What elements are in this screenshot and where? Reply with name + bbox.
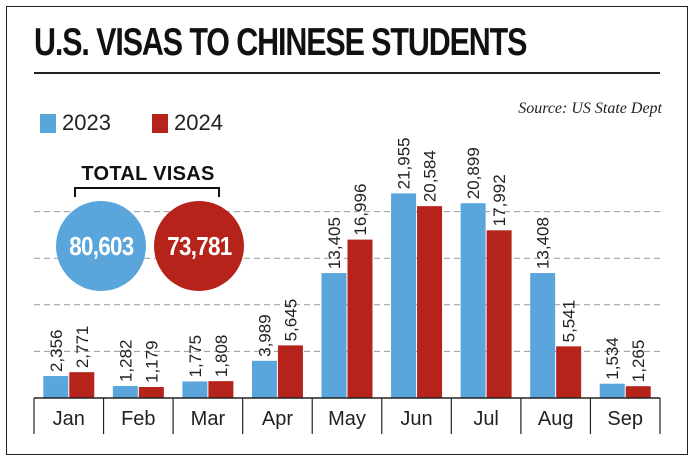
data-label-2024-jun: 20,584 <box>421 150 440 202</box>
total-circle-2023: 80,603 <box>56 201 146 291</box>
bar-2023-aug <box>530 273 556 398</box>
data-label-2024-mar: 1,808 <box>212 335 231 378</box>
data-label-2024-jan: 2,771 <box>73 326 92 369</box>
total-value-2024: 73,781 <box>166 230 232 261</box>
data-label-2023-apr: 3,989 <box>255 314 274 357</box>
legend-item-2024: 2024 <box>152 110 223 136</box>
legend-label-2023: 2023 <box>62 110 111 135</box>
legend-label-2024: 2024 <box>174 110 223 135</box>
tick-label-jan: Jan <box>53 408 85 430</box>
bar-2023-may <box>321 273 347 398</box>
bar-2024-aug <box>556 346 582 398</box>
bar-2024-may <box>347 239 373 398</box>
data-label-2023-jan: 2,356 <box>47 329 66 372</box>
tick-label-apr: Apr <box>262 408 293 430</box>
bar-2023-feb <box>112 386 138 398</box>
title-divider <box>34 72 660 74</box>
tick-label-sep: Sep <box>607 408 643 430</box>
tick-label-may: May <box>328 408 366 430</box>
data-label-2024-may: 16,996 <box>351 184 370 236</box>
total-visas-heading: TOTAL VISAS <box>81 163 215 185</box>
source-note: Source: US State Dept <box>518 100 662 117</box>
bar-2024-mar <box>208 381 234 398</box>
data-label-2023-feb: 1,282 <box>116 340 135 383</box>
legend-item-2023: 2023 <box>40 110 111 136</box>
tick-label-aug: Aug <box>538 408 574 430</box>
data-label-2023-may: 13,405 <box>325 217 344 269</box>
tick-label-mar: Mar <box>191 408 226 430</box>
bar-2024-jun <box>417 206 443 398</box>
total-circle-2024: 73,781 <box>154 201 244 291</box>
data-label-2024-sep: 1,265 <box>629 340 648 383</box>
bar-2024-apr <box>277 345 303 398</box>
bar-2023-mar <box>182 381 208 398</box>
data-label-2024-jul: 17,992 <box>490 174 509 226</box>
bar-2023-sep <box>599 383 625 398</box>
bar-2024-feb <box>138 387 164 398</box>
bar-2024-jan <box>69 372 95 398</box>
total-visas-bracket <box>74 187 220 197</box>
bar-2023-jun <box>391 193 417 398</box>
tick-label-feb: Feb <box>121 408 155 430</box>
data-label-2024-feb: 1,179 <box>142 340 161 383</box>
bar-2023-jul <box>460 203 486 398</box>
bar-2023-jan <box>43 376 69 398</box>
data-label-2023-jul: 20,899 <box>464 147 483 199</box>
data-label-2024-apr: 5,645 <box>281 299 300 342</box>
data-label-2023-jun: 21,955 <box>395 137 414 189</box>
bar-2023-apr <box>251 360 277 398</box>
data-label-2024-aug: 5,541 <box>560 300 579 343</box>
tick-label-jun: Jun <box>400 408 432 430</box>
total-value-2023: 80,603 <box>68 230 134 261</box>
tick-label-jul: Jul <box>473 408 499 430</box>
chart-title: U.S. VISAS TO CHINESE STUDENTS <box>34 21 527 64</box>
legend-swatch-2023 <box>40 113 56 133</box>
legend-swatch-2024 <box>152 113 168 133</box>
data-label-2023-mar: 1,775 <box>186 335 205 378</box>
bar-2024-sep <box>625 386 651 398</box>
bar-2024-jul <box>486 230 512 398</box>
data-label-2023-aug: 13,408 <box>534 217 553 269</box>
data-label-2023-sep: 1,534 <box>603 337 622 380</box>
